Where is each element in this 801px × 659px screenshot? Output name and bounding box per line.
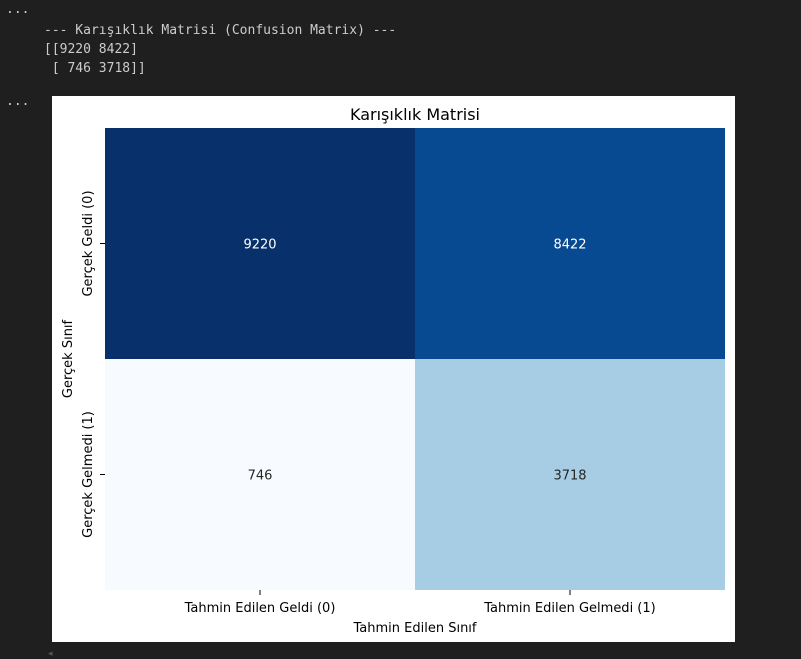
x-tick-label: Tahmin Edilen Geldi (0) (184, 601, 336, 616)
y-tick-label: Gerçek Gelmedi (1) (81, 411, 96, 538)
heatmap-cell (105, 128, 415, 359)
heatmap-cell (415, 359, 725, 590)
heatmap-chart: Karışıklık Matrisi 9220 8422 746 3718 Tahmin … (61, 105, 725, 636)
cell-value-label: 8422 (553, 238, 586, 253)
matrix-row-0: [[9220 8422] (44, 42, 138, 57)
cell-ellipsis-top[interactable]: ... (6, 2, 30, 17)
cell-value-label: 3718 (553, 469, 586, 484)
heatmap-cell (415, 128, 725, 359)
cell-ellipsis-figure[interactable]: ... (6, 94, 30, 109)
y-axis-label: Gerçek Sınıf (61, 319, 76, 398)
cell-output-text: --- Karışıklık Matrisi (Confusion Matrix… (44, 21, 396, 78)
cell-value-label: 9220 (243, 238, 276, 253)
x-axis-label: Tahmin Edilen Sınıf (353, 621, 477, 636)
chart-title: Karışıklık Matrisi (350, 105, 480, 124)
y-tick-label: Gerçek Geldi (0) (81, 190, 96, 296)
cell-value-label: 746 (248, 469, 273, 484)
heatmap-cell (105, 359, 415, 590)
scroll-left-icon[interactable]: ◂ (48, 649, 53, 659)
confusion-matrix-header: --- Karışıklık Matrisi (Confusion Matrix… (44, 23, 397, 38)
matrix-row-1: [ 746 3718]] (44, 61, 146, 76)
x-tick-label: Tahmin Edilen Gelmedi (1) (483, 601, 655, 616)
confusion-matrix-figure: Karışıklık Matrisi 9220 8422 746 3718 Tahmin … (52, 96, 735, 642)
